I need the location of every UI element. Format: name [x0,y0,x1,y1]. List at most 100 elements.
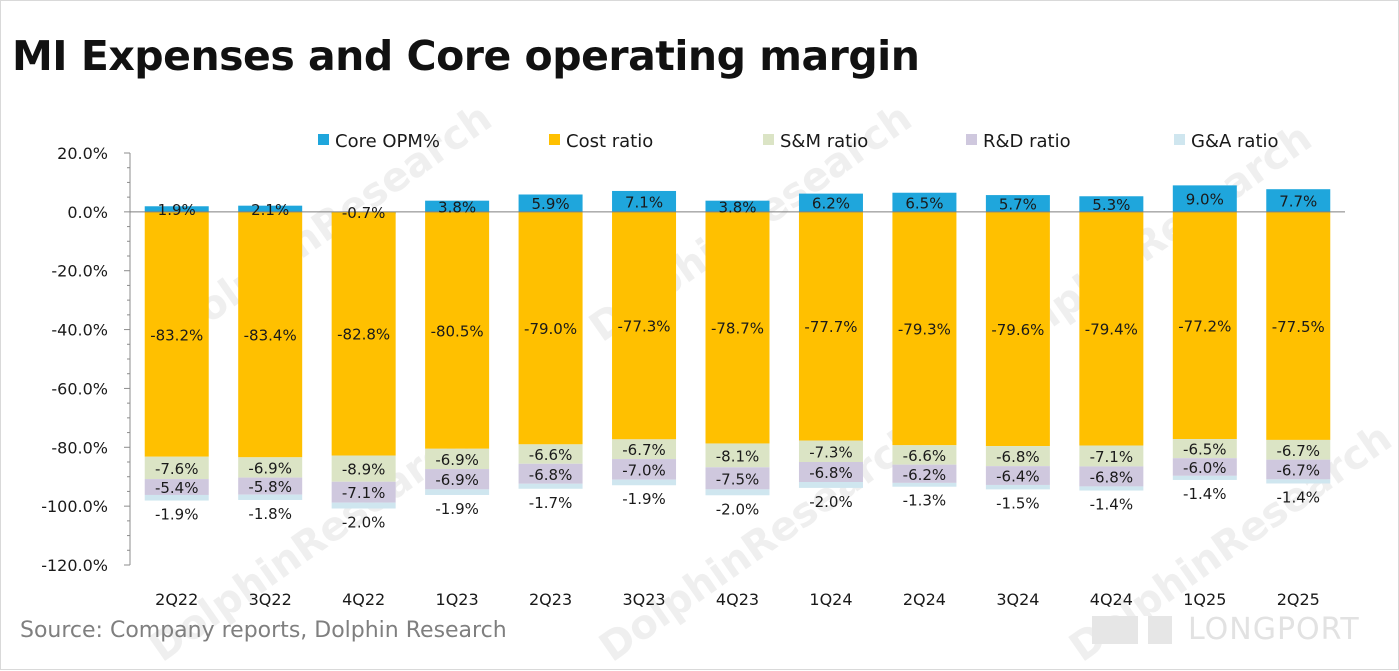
data-label-rd: -6.4% [996,468,1040,486]
brand-logo: LONGPORT [1092,610,1382,650]
bar-segment-ga [144,494,209,501]
bar-segment-cost [1079,211,1144,446]
data-label-cost: -83.4% [244,327,297,345]
data-label-rd: -5.4% [155,479,199,497]
y-tick-label: -60.0% [51,379,108,398]
data-label-sm: -6.7% [622,441,666,459]
bar-core-opm [985,195,1050,212]
bar-core-opm [1079,196,1144,212]
bar-segment-ga [518,483,583,489]
bar-segment-rd [518,463,583,484]
data-label-core-opm: 9.0% [1186,191,1224,209]
data-label-rd: -6.8% [809,464,853,482]
data-label-cost: -77.3% [617,318,670,336]
data-label-cost: -78.7% [711,320,764,338]
bar-core-opm [1266,189,1331,212]
data-label-rd: -6.8% [529,466,573,484]
bar-segment-rd [144,479,209,495]
source-note: Source: Company reports, Dolphin Researc… [20,618,507,643]
data-label-sm: -8.9% [342,461,386,479]
x-tick-label: 3Q23 [622,590,665,609]
data-label-ga: -1.3% [903,492,947,510]
data-label-rd: -5.8% [248,478,292,496]
bar-core-opm [518,194,583,212]
chart-title: MI Expenses and Core operating margin [12,32,920,80]
legend-swatch-rd [966,134,977,145]
data-label-ga: -1.4% [1183,485,1227,503]
legend-label: R&D ratio [983,131,1071,152]
y-tick-label: -80.0% [51,438,108,457]
bar-segment-cost [1266,211,1331,440]
bar-segment-cost [612,211,677,440]
bar-segment-sm [238,457,303,478]
bar-core-opm [798,193,863,212]
data-label-ga: -1.8% [248,505,292,523]
bar-segment-rd [1172,458,1237,476]
bar-core-opm [238,205,303,212]
data-label-rd: -7.0% [622,461,666,479]
logo-text: LONGPORT [1188,612,1360,647]
bar-segment-ga [1172,475,1237,480]
bar-core-opm [1172,185,1237,212]
data-label-sm: -8.1% [716,447,760,465]
bar-core-opm [144,206,209,212]
bar-segment-ga [892,482,957,487]
bar-segment-sm [612,439,677,460]
data-label-core-opm: 6.5% [905,194,943,212]
bar-core-opm [892,192,957,212]
legend-swatch-cost [549,134,560,145]
bar-segment-rd [612,459,677,480]
data-label-cost: -79.4% [1085,321,1138,339]
data-label-sm: -6.5% [1183,441,1227,459]
bar-segment-ga [1079,486,1144,491]
bar-segment-rd [425,469,490,490]
bar-segment-ga [612,479,677,486]
bar-segment-rd [238,477,303,495]
data-label-core-opm: 7.1% [625,193,663,211]
data-label-cost: -77.2% [1178,317,1231,335]
bar-segment-sm [1172,439,1237,459]
bar-segment-sm [518,444,583,464]
bar-segment-rd [1266,459,1331,480]
bar-segment-cost [144,211,209,457]
bar-segment-cost [892,211,957,446]
bar-segment-sm [144,456,209,480]
bar-segment-ga [238,494,303,500]
x-tick-label: 2Q25 [1277,590,1320,609]
bar-segment-sm [985,446,1050,467]
data-label-core-opm: 5.7% [999,195,1037,213]
legend-swatch-sm [763,134,774,145]
bar-segment-ga [1266,479,1331,484]
data-label-core-opm: 5.3% [1092,196,1130,214]
bar-segment-cost [331,211,396,456]
data-label-core-opm: 5.9% [532,195,570,213]
legend-swatch-core_opm [318,134,329,145]
data-label-sm: -6.8% [996,448,1040,466]
bar-segment-rd [798,462,863,483]
data-label-rd: -6.8% [1090,468,1134,486]
x-tick-label: 4Q22 [342,590,385,609]
x-tick-label: 1Q25 [1183,590,1226,609]
legend-label: Core OPM% [335,131,440,152]
data-label-ga: -2.0% [716,500,760,518]
bar-segment-sm [425,448,490,470]
bar-segment-sm [1079,445,1144,467]
bar-segment-cost [985,211,1050,447]
data-label-cost: -79.3% [898,321,951,339]
x-tick-label: 3Q22 [249,590,292,609]
legend-label: S&M ratio [780,131,868,152]
data-label-ga: -1.9% [155,506,199,524]
bar-segment-cost [798,211,863,441]
data-label-cost: -82.8% [337,326,390,344]
logo-mark-icon [1092,616,1172,644]
legend-label: Cost ratio [566,131,653,152]
y-tick-label: 0.0% [67,203,108,222]
data-label-core-opm: -0.7% [342,204,386,222]
data-label-rd: -6.2% [903,466,947,484]
x-tick-label: 4Q23 [716,590,759,609]
data-label-sm: -6.6% [529,446,573,464]
y-tick-label: 20.0% [57,144,108,163]
data-label-rd: -6.9% [435,471,479,489]
data-label-sm: -6.9% [248,459,292,477]
